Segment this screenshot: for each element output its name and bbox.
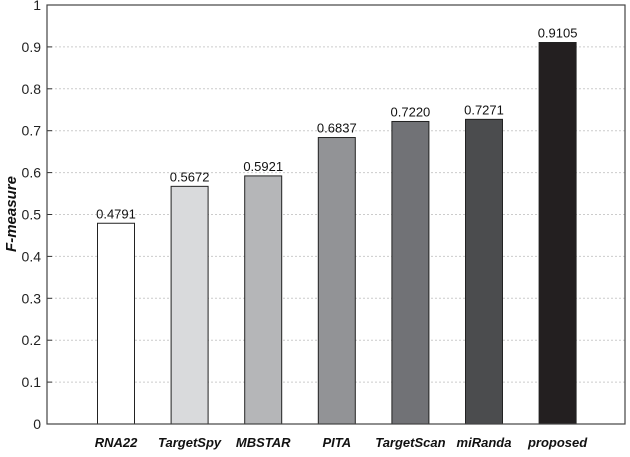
y-tick-label: 0.4 (22, 248, 42, 264)
y-tick-label: 0 (33, 416, 41, 432)
y-tick-label: 0.6 (22, 165, 42, 181)
bar-miRanda (465, 118, 503, 425)
y-tick-label: 0.1 (22, 374, 42, 390)
data-label: 0.7271 (464, 102, 504, 117)
y-axis-label: F-measure (3, 176, 20, 252)
y-tick-label: 0.8 (22, 81, 42, 97)
x-tick-label: proposed (527, 435, 588, 450)
x-tick-label: miRanda (457, 435, 512, 450)
data-label: 0.7220 (391, 104, 431, 119)
bar-PITA (317, 137, 356, 425)
axes-box (46, 4, 626, 425)
data-label: 0.6837 (317, 121, 357, 136)
x-tick-label: PITA (322, 435, 351, 450)
x-tick-label: MBSTAR (236, 435, 291, 450)
y-tick-label: 0.2 (22, 332, 42, 348)
y-tick-label: 0.5 (22, 207, 42, 223)
bar-RNA22 (97, 222, 135, 425)
bar-TargetSpy (170, 185, 209, 425)
x-tick-label: RNA22 (95, 435, 138, 450)
y-tick-label: 0.7 (22, 123, 42, 139)
bar-TargetScan (391, 120, 430, 425)
data-label: 0.9105 (538, 26, 578, 41)
bar-MBSTAR (244, 175, 283, 425)
y-tick-label: 1 (33, 0, 41, 13)
x-tick-label: TargetSpy (158, 435, 222, 450)
data-label: 0.5672 (170, 169, 210, 184)
data-label: 0.4791 (96, 206, 136, 221)
x-tick-label: TargetScan (375, 435, 445, 450)
y-tick-label: 0.3 (22, 290, 42, 306)
data-label: 0.5921 (243, 159, 283, 174)
y-tick-label: 0.9 (22, 39, 42, 55)
bar-proposed (538, 42, 577, 425)
